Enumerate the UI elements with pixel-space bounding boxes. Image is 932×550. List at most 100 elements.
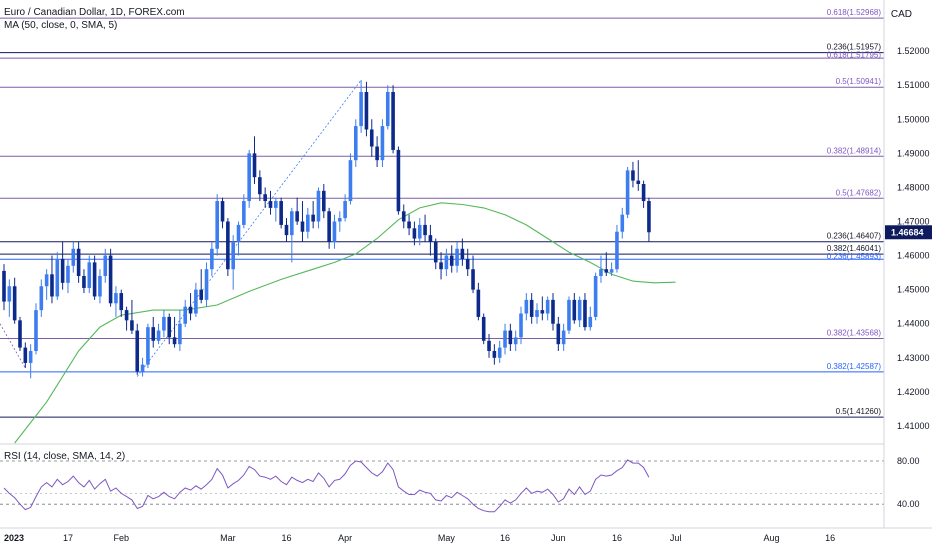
candle-body[interactable] xyxy=(300,221,305,232)
candle-body[interactable] xyxy=(146,327,150,365)
candle-body[interactable] xyxy=(561,330,566,345)
candle-body[interactable] xyxy=(471,269,475,290)
candle-body[interactable] xyxy=(188,306,193,314)
candle-body[interactable] xyxy=(226,221,230,270)
candle-body[interactable] xyxy=(444,255,449,270)
candle-body[interactable] xyxy=(247,153,251,202)
candle-body[interactable] xyxy=(465,258,470,270)
candle-body[interactable] xyxy=(524,299,529,314)
candle-body[interactable] xyxy=(103,255,108,277)
candle-body[interactable] xyxy=(210,248,214,270)
candle-body[interactable] xyxy=(609,269,614,273)
candle-body[interactable] xyxy=(401,211,406,222)
candle-body[interactable] xyxy=(204,269,209,300)
candle-body[interactable] xyxy=(369,129,374,147)
candle-body[interactable] xyxy=(151,327,156,341)
candle-body[interactable] xyxy=(39,286,44,311)
candle-body[interactable] xyxy=(455,248,459,266)
candle-body[interactable] xyxy=(519,313,523,338)
candle-body[interactable] xyxy=(220,201,225,222)
candle-body[interactable] xyxy=(636,180,641,185)
candle-body[interactable] xyxy=(268,201,273,208)
candle-body[interactable] xyxy=(306,214,310,232)
candle-body[interactable] xyxy=(236,224,241,242)
candle-body[interactable] xyxy=(343,201,347,219)
candle-body[interactable] xyxy=(417,224,422,239)
candle-body[interactable] xyxy=(76,248,81,277)
candle-body[interactable] xyxy=(385,92,390,127)
candle-body[interactable] xyxy=(114,293,118,304)
candle-body[interactable] xyxy=(604,269,609,273)
rsi-panel[interactable] xyxy=(0,459,884,513)
candle-body[interactable] xyxy=(391,92,395,150)
candle-body[interactable] xyxy=(172,337,177,345)
candle-body[interactable] xyxy=(449,255,454,266)
candle-body[interactable] xyxy=(529,299,534,317)
candle-body[interactable] xyxy=(50,274,54,297)
candle-body[interactable] xyxy=(242,201,246,225)
candle-body[interactable] xyxy=(348,160,353,202)
candle-body[interactable] xyxy=(540,310,545,314)
candle-body[interactable] xyxy=(295,211,299,222)
candle-body[interactable] xyxy=(359,92,363,127)
candle-body[interactable] xyxy=(34,310,38,351)
candle-body[interactable] xyxy=(156,330,161,341)
candle-body[interactable] xyxy=(12,286,17,321)
rsi-indicator-label[interactable]: RSI (14, close, SMA, 14, 2) xyxy=(4,451,126,462)
candle-body[interactable] xyxy=(647,201,651,233)
candle-body[interactable] xyxy=(327,211,331,242)
candle-body[interactable] xyxy=(82,276,86,288)
candle-body[interactable] xyxy=(364,92,369,130)
candle-body[interactable] xyxy=(23,347,28,363)
candle-body[interactable] xyxy=(428,235,433,242)
price-panel[interactable]: 0.618(1.52968) 0.236(1.51957)0.618(1.5179… xyxy=(0,8,884,444)
candle-body[interactable] xyxy=(423,224,427,236)
candle-body[interactable] xyxy=(66,265,70,283)
candle-body[interactable] xyxy=(641,184,646,202)
candle-body[interactable] xyxy=(124,310,129,321)
candle-body[interactable] xyxy=(178,323,182,345)
candle-body[interactable] xyxy=(290,211,294,236)
candle-body[interactable] xyxy=(332,221,337,242)
candle-body[interactable] xyxy=(2,270,6,302)
candle-body[interactable] xyxy=(396,149,401,212)
candle-body[interactable] xyxy=(92,262,97,297)
candle-body[interactable] xyxy=(183,306,188,324)
candle-body[interactable] xyxy=(481,316,486,341)
candle-body[interactable] xyxy=(167,316,172,338)
candle-body[interactable] xyxy=(194,289,198,314)
candle-body[interactable] xyxy=(258,177,262,195)
candle-body[interactable] xyxy=(631,170,635,181)
candle-body[interactable] xyxy=(252,153,257,178)
candle-body[interactable] xyxy=(199,289,204,300)
candle-body[interactable] xyxy=(572,299,577,321)
candle-body[interactable] xyxy=(140,364,145,372)
candle-body[interactable] xyxy=(556,323,561,345)
candle-body[interactable] xyxy=(615,231,619,270)
candle-body[interactable] xyxy=(316,190,321,222)
candle-body[interactable] xyxy=(551,299,555,324)
candle-body[interactable] xyxy=(375,146,379,161)
candle-body[interactable] xyxy=(599,269,603,277)
candle-body[interactable] xyxy=(98,276,102,297)
candle-body[interactable] xyxy=(87,262,92,288)
candle-body[interactable] xyxy=(279,201,283,225)
candle-body[interactable] xyxy=(593,276,598,317)
candle-body[interactable] xyxy=(130,320,134,331)
candle-body[interactable] xyxy=(487,340,491,351)
candle-body[interactable] xyxy=(162,316,166,331)
candle-body[interactable] xyxy=(535,310,539,317)
candle-body[interactable] xyxy=(231,241,235,270)
currency-label[interactable]: CAD xyxy=(890,9,912,20)
candle-body[interactable] xyxy=(71,248,76,266)
candle-body[interactable] xyxy=(508,330,513,345)
candle-body[interactable] xyxy=(503,330,507,348)
candle-body[interactable] xyxy=(439,262,443,270)
candle-body[interactable] xyxy=(460,248,465,259)
candle-body[interactable] xyxy=(412,228,417,239)
candle-body[interactable] xyxy=(60,258,65,283)
candle-body[interactable] xyxy=(476,289,481,317)
candle-body[interactable] xyxy=(567,299,571,331)
candle-body[interactable] xyxy=(322,190,326,212)
